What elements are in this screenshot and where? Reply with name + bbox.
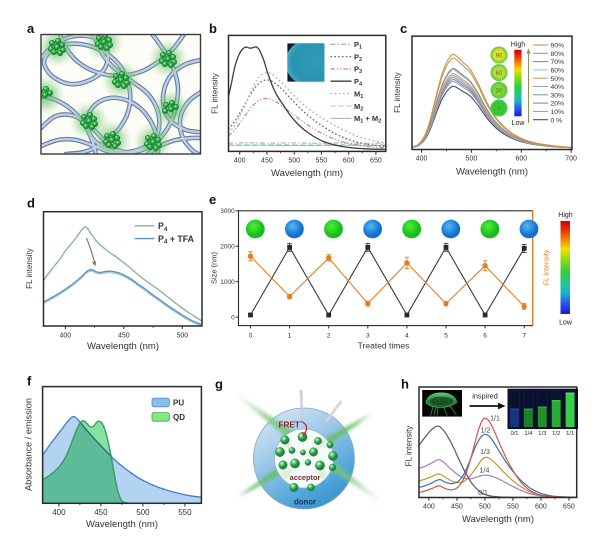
svg-text:High: High bbox=[511, 42, 526, 49]
svg-text:0: 0 bbox=[497, 106, 501, 112]
svg-text:Wavelength (nm): Wavelength (nm) bbox=[456, 167, 528, 178]
svg-text:g: g bbox=[215, 377, 223, 392]
svg-text:400: 400 bbox=[423, 504, 435, 511]
svg-text:inspired: inspired bbox=[472, 392, 498, 401]
svg-text:1/1: 1/1 bbox=[490, 416, 500, 423]
svg-text:90%: 90% bbox=[551, 43, 565, 50]
svg-text:10%: 10% bbox=[551, 109, 565, 116]
svg-text:acceptor: acceptor bbox=[290, 473, 321, 482]
svg-text:450: 450 bbox=[118, 332, 130, 339]
svg-text:450: 450 bbox=[451, 504, 463, 511]
svg-text:6: 6 bbox=[483, 333, 487, 340]
svg-text:P4: P4 bbox=[158, 221, 168, 233]
svg-text:FL intensity: FL intensity bbox=[544, 249, 551, 285]
svg-text:400: 400 bbox=[59, 332, 71, 339]
svg-text:M1 + M2: M1 + M2 bbox=[354, 114, 381, 125]
svg-text:QD: QD bbox=[173, 413, 185, 422]
svg-text:20%: 20% bbox=[551, 101, 565, 108]
svg-text:600: 600 bbox=[515, 156, 527, 163]
svg-text:650: 650 bbox=[563, 504, 575, 511]
svg-text:1/3: 1/3 bbox=[480, 449, 490, 456]
svg-text:2000: 2000 bbox=[220, 244, 235, 251]
svg-text:60%: 60% bbox=[551, 68, 565, 75]
svg-text:550: 550 bbox=[316, 158, 328, 165]
svg-text:80%: 80% bbox=[551, 51, 565, 58]
svg-text:Low: Low bbox=[559, 320, 573, 327]
svg-text:Size (nm): Size (nm) bbox=[210, 251, 219, 284]
svg-text:700: 700 bbox=[565, 156, 577, 163]
svg-text:FL intensity: FL intensity bbox=[405, 426, 414, 467]
svg-text:0 %: 0 % bbox=[551, 117, 563, 124]
svg-text:P3: P3 bbox=[354, 65, 362, 76]
svg-text:f: f bbox=[27, 374, 32, 389]
svg-text:P4: P4 bbox=[354, 77, 363, 88]
svg-text:c: c bbox=[400, 21, 407, 36]
svg-text:Low: Low bbox=[512, 120, 526, 127]
svg-text:2: 2 bbox=[327, 333, 331, 340]
svg-text:Wavelength (nm): Wavelength (nm) bbox=[462, 514, 534, 525]
svg-text:50%: 50% bbox=[551, 76, 565, 83]
svg-text:PU: PU bbox=[173, 399, 184, 408]
svg-text:90: 90 bbox=[496, 53, 503, 59]
svg-text:1/4: 1/4 bbox=[524, 431, 533, 437]
svg-text:600: 600 bbox=[343, 158, 355, 165]
svg-text:500: 500 bbox=[176, 332, 188, 339]
svg-text:Treated times: Treated times bbox=[358, 341, 410, 351]
svg-text:1/2: 1/2 bbox=[552, 431, 560, 437]
svg-text:40%: 40% bbox=[551, 84, 565, 91]
svg-text:60: 60 bbox=[496, 71, 503, 77]
svg-text:Wavelength (nm): Wavelength (nm) bbox=[87, 341, 159, 352]
svg-text:650: 650 bbox=[370, 158, 382, 165]
svg-text:High: High bbox=[558, 212, 573, 219]
svg-text:1/1: 1/1 bbox=[566, 431, 574, 437]
svg-text:0/1: 0/1 bbox=[478, 490, 488, 497]
svg-text:d: d bbox=[27, 196, 35, 211]
svg-text:FL intensity: FL intensity bbox=[211, 73, 220, 114]
svg-text:400: 400 bbox=[52, 508, 66, 517]
svg-text:Wavelength (nm): Wavelength (nm) bbox=[271, 168, 343, 179]
svg-text:0: 0 bbox=[249, 333, 253, 340]
svg-text:3: 3 bbox=[366, 333, 370, 340]
svg-text:1000: 1000 bbox=[220, 279, 235, 286]
svg-text:500: 500 bbox=[288, 158, 300, 165]
svg-text:b: b bbox=[209, 21, 217, 36]
svg-text:P2: P2 bbox=[354, 52, 362, 63]
svg-text:3000: 3000 bbox=[220, 208, 235, 215]
svg-text:500: 500 bbox=[479, 504, 491, 511]
svg-text:400: 400 bbox=[416, 156, 428, 163]
svg-text:Absorbance / emission: Absorbance / emission bbox=[24, 398, 34, 491]
svg-text:450: 450 bbox=[94, 508, 108, 517]
svg-text:1/3: 1/3 bbox=[538, 431, 546, 437]
svg-text:4: 4 bbox=[405, 333, 409, 340]
svg-text:donor: donor bbox=[294, 498, 316, 507]
svg-text:1: 1 bbox=[288, 333, 292, 340]
svg-text:FL intensity: FL intensity bbox=[393, 72, 402, 113]
svg-text:450: 450 bbox=[261, 158, 273, 165]
svg-text:30%: 30% bbox=[551, 92, 565, 99]
svg-text:30: 30 bbox=[496, 89, 503, 95]
svg-text:400: 400 bbox=[234, 158, 246, 165]
svg-text:0/1: 0/1 bbox=[510, 431, 518, 437]
svg-text:M1: M1 bbox=[354, 89, 363, 100]
svg-text:70%: 70% bbox=[551, 59, 565, 66]
svg-text:1/2: 1/2 bbox=[481, 428, 491, 435]
svg-text:a: a bbox=[27, 21, 35, 36]
svg-text:Wavelength (nm): Wavelength (nm) bbox=[86, 519, 158, 530]
svg-text:5: 5 bbox=[444, 333, 448, 340]
svg-text:FL intensity: FL intensity bbox=[25, 248, 34, 289]
svg-text:0: 0 bbox=[231, 314, 235, 321]
svg-text:1/4: 1/4 bbox=[480, 468, 490, 475]
svg-text:7: 7 bbox=[522, 333, 526, 340]
svg-text:P4 + TFA: P4 + TFA bbox=[158, 234, 195, 246]
svg-text:550: 550 bbox=[178, 508, 192, 517]
svg-text:FRET: FRET bbox=[279, 421, 300, 430]
svg-text:M2: M2 bbox=[354, 102, 363, 113]
svg-text:500: 500 bbox=[136, 508, 150, 517]
svg-text:500: 500 bbox=[466, 156, 478, 163]
svg-text:e: e bbox=[209, 192, 216, 207]
svg-text:600: 600 bbox=[535, 504, 547, 511]
svg-text:550: 550 bbox=[507, 504, 519, 511]
svg-text:h: h bbox=[401, 377, 409, 392]
svg-text:P1: P1 bbox=[354, 40, 362, 51]
